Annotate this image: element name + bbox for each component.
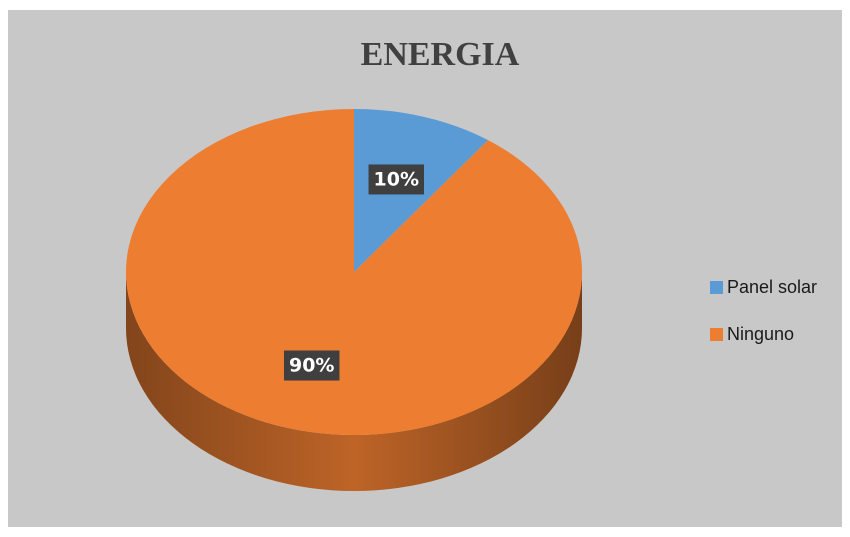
data-label: 90% xyxy=(289,355,334,377)
pie-side-shade xyxy=(126,272,582,491)
data-label: 10% xyxy=(374,168,419,190)
pie-slice xyxy=(125,109,582,436)
data-label-box xyxy=(283,350,340,381)
legend-label: Panel solar xyxy=(727,277,817,297)
chart-title: ENERGIA xyxy=(361,36,520,73)
data-label-box xyxy=(368,164,425,195)
legend-swatch xyxy=(710,328,723,341)
legend-label: Ninguno xyxy=(727,324,794,344)
legend-swatch xyxy=(710,281,723,294)
